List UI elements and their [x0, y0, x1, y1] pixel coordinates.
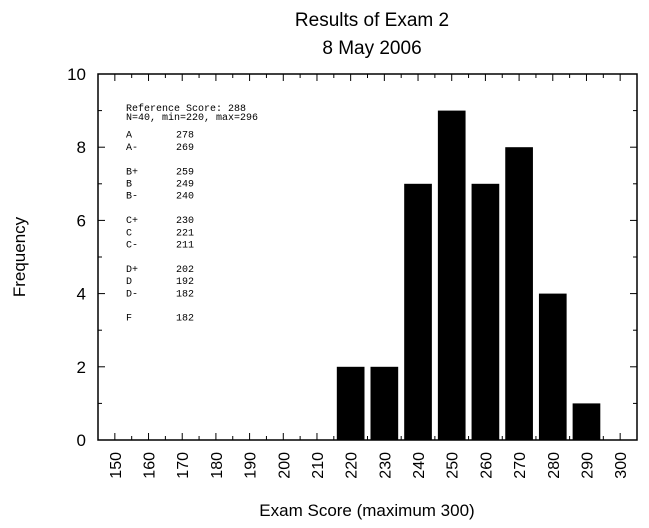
chart-subtitle: 8 May 2006 — [322, 38, 421, 59]
x-tick-label: 250 — [445, 452, 462, 479]
bar-230 — [370, 366, 399, 440]
y-tick-label: 6 — [77, 211, 86, 230]
grade-cutoff: 240 — [176, 192, 194, 203]
grade-cutoff: 182 — [176, 314, 194, 325]
x-tick-label: 270 — [512, 452, 529, 479]
x-tick-label: 150 — [108, 452, 125, 479]
x-tick-label: 190 — [243, 452, 260, 479]
grade-label: F — [126, 314, 132, 325]
grade-label: C- — [126, 241, 138, 252]
y-tick-label: 10 — [67, 65, 86, 84]
grade-cutoff: 230 — [176, 216, 194, 227]
grade-label: A- — [126, 143, 138, 154]
bar-270 — [505, 147, 533, 440]
bar-series — [336, 110, 601, 441]
grade-cutoff: 211 — [176, 241, 194, 252]
x-tick-label: 240 — [411, 452, 428, 479]
x-tick-label: 210 — [310, 452, 327, 479]
grade-label: C+ — [126, 216, 138, 227]
x-tick-label: 290 — [579, 452, 596, 479]
x-tick-label: 300 — [613, 452, 630, 479]
grade-cutoff: 249 — [176, 180, 194, 191]
x-tick-label: 260 — [478, 452, 495, 479]
y-tick-labels: 0 2 4 6 8 10 — [67, 65, 86, 450]
chart-title: Results of Exam 2 — [295, 10, 449, 31]
grade-cutoff: 221 — [176, 228, 194, 239]
x-tick-label: 170 — [175, 452, 192, 479]
x-tick-label: 200 — [276, 452, 293, 479]
bar-220 — [336, 366, 365, 440]
bar-260 — [471, 183, 500, 441]
grade-label: D+ — [126, 265, 138, 276]
grade-label: C — [126, 228, 132, 239]
y-tick-label: 0 — [77, 431, 86, 450]
x-tick-labels: 150 160 170 180 190 200 210 220 230 240 250 260 270 2… — [108, 452, 630, 479]
plot-frame — [97, 73, 638, 441]
grade-label: B+ — [126, 167, 138, 178]
grade-cutoff: 269 — [176, 143, 194, 154]
x-tick-label: 230 — [377, 452, 394, 479]
x-tick-label: 280 — [546, 452, 563, 479]
grade-label: A — [126, 131, 132, 142]
y-tick-label: 2 — [77, 358, 86, 377]
y-tick-label: 4 — [77, 285, 86, 304]
y-tick-label: 8 — [77, 138, 86, 157]
x-tick-label: 160 — [142, 452, 159, 479]
grade-cutoff: 182 — [176, 289, 194, 300]
bar-250 — [437, 110, 466, 440]
bar-240 — [404, 183, 432, 441]
y-axis-label: Frequency — [10, 216, 29, 297]
x-tick-label: 220 — [344, 452, 361, 479]
grade-cutoff: 278 — [176, 131, 194, 142]
annotation-line: N=40, min=220, max=296 — [126, 112, 258, 124]
grade-label: B- — [126, 192, 138, 203]
grade-cutoff: 202 — [176, 265, 194, 276]
grade-cutoff: 259 — [176, 167, 194, 178]
bar-280 — [538, 293, 567, 440]
grade-label: D — [126, 277, 132, 288]
annotation-line: Reference Score: 288 — [126, 103, 246, 115]
grade-label: B — [126, 180, 132, 191]
x-axis-label: Exam Score (maximum 300) — [259, 501, 474, 520]
grade-cutoff: 192 — [176, 277, 194, 288]
grade-label: D- — [126, 289, 138, 300]
x-tick-label: 180 — [209, 452, 226, 479]
